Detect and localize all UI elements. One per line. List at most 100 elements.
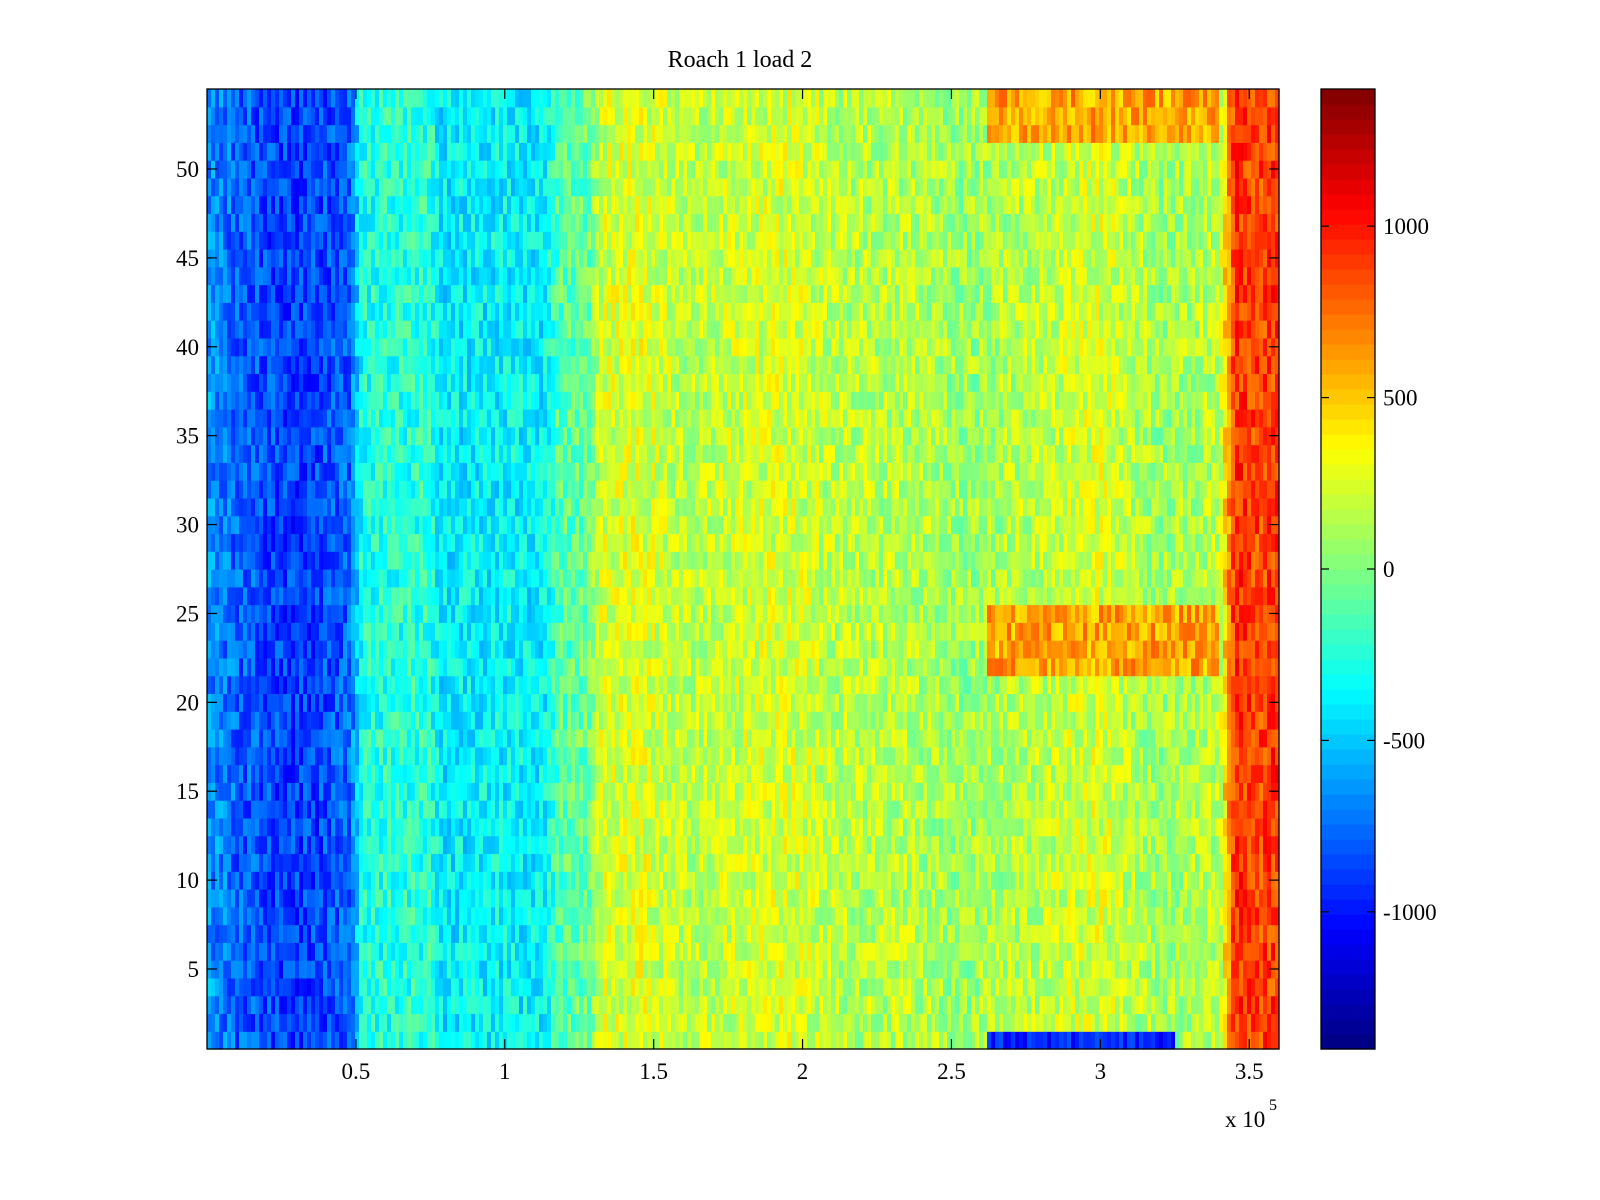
heatmap-cell [251, 249, 256, 268]
heatmap-cell [319, 373, 324, 392]
heatmap-cell [307, 480, 312, 499]
heatmap-cell [359, 106, 364, 126]
heatmap-cell [487, 711, 492, 730]
heatmap-cell [483, 480, 488, 499]
heatmap-cell [563, 177, 568, 197]
heatmap-cell [371, 373, 376, 392]
heatmap-cell [359, 675, 364, 695]
heatmap-cell [227, 160, 232, 179]
heatmap-cell [395, 302, 400, 321]
heatmap-cell [455, 871, 460, 890]
heatmap-cell [515, 835, 520, 855]
heatmap-cell [451, 924, 456, 943]
heatmap-cell [555, 409, 560, 428]
heatmap-cell [559, 622, 564, 641]
heatmap-cell [455, 373, 460, 392]
heatmap-cell [287, 444, 292, 463]
heatmap-cell [359, 711, 364, 730]
heatmap-cell [351, 782, 356, 801]
heatmap-cell [467, 960, 472, 979]
heatmap-cell [419, 337, 424, 357]
heatmap-cell [467, 320, 472, 339]
heatmap-cell [499, 569, 504, 588]
heatmap-cell [515, 142, 520, 161]
heatmap-cell [375, 711, 380, 730]
heatmap-cell [335, 89, 340, 108]
heatmap-cell [407, 622, 412, 641]
heatmap-cell [495, 977, 500, 997]
heatmap-cell [391, 124, 396, 143]
heatmap-cell [319, 729, 324, 748]
heatmap-cell [571, 231, 576, 250]
heatmap-cell [235, 426, 240, 446]
heatmap-cell [423, 977, 428, 997]
heatmap-cell [251, 817, 256, 837]
heatmap-cell [555, 657, 560, 677]
heatmap-cell [275, 89, 280, 108]
heatmap-cell [207, 89, 212, 108]
heatmap-cell [279, 604, 284, 623]
heatmap-cell [367, 622, 372, 641]
heatmap-cell [383, 337, 388, 357]
heatmap-cell [307, 622, 312, 641]
heatmap-cell [299, 355, 304, 375]
heatmap-cell [455, 355, 460, 375]
heatmap-cell [479, 355, 484, 375]
heatmap-cell [275, 604, 280, 623]
heatmap-cell [327, 906, 332, 926]
heatmap-cell [443, 355, 448, 375]
heatmap-cell [311, 355, 316, 375]
heatmap-cell [443, 231, 448, 250]
heatmap-cell [535, 444, 540, 463]
heatmap-cell [255, 1031, 260, 1050]
heatmap-cell [379, 515, 384, 535]
heatmap-cell [423, 177, 428, 197]
heatmap-cell [355, 337, 360, 357]
heatmap-cell [283, 124, 288, 143]
heatmap-cell [499, 337, 504, 357]
heatmap-cell [511, 604, 516, 623]
heatmap-cell [479, 657, 484, 677]
heatmap-cell [367, 284, 372, 303]
heatmap-cell [323, 409, 328, 428]
heatmap-cell [423, 924, 428, 943]
heatmap-cell [515, 995, 520, 1015]
heatmap-cell [483, 995, 488, 1015]
heatmap-cell [515, 391, 520, 410]
heatmap-cell [363, 871, 368, 890]
heatmap-cell [339, 89, 344, 108]
heatmap-cell [499, 711, 504, 730]
heatmap-cell [471, 746, 476, 766]
heatmap-cell [283, 533, 288, 552]
heatmap-cell [575, 889, 580, 908]
heatmap-cell [247, 497, 252, 517]
heatmap-cell [443, 266, 448, 286]
heatmap-cell [271, 924, 276, 943]
heatmap-cell [507, 693, 512, 712]
heatmap-cell [523, 942, 528, 961]
heatmap-cell [451, 320, 456, 339]
heatmap-cell [327, 195, 332, 215]
heatmap-cell [451, 906, 456, 926]
heatmap-cell [487, 800, 492, 819]
heatmap-cell [271, 195, 276, 215]
heatmap-cell [287, 764, 292, 783]
heatmap-cell [375, 302, 380, 321]
heatmap-cell [251, 675, 256, 695]
heatmap-cell [275, 249, 280, 268]
heatmap-cell [299, 320, 304, 339]
heatmap-cell [251, 1013, 256, 1032]
heatmap-cell [351, 569, 356, 588]
heatmap-cell [367, 782, 372, 801]
heatmap-cell [503, 106, 508, 126]
heatmap-cell [571, 693, 576, 712]
heatmap-cell [355, 195, 360, 215]
heatmap-cell [487, 266, 492, 286]
heatmap-cell [299, 337, 304, 357]
heatmap-cell [303, 764, 308, 783]
heatmap-cell [563, 675, 568, 695]
heatmap-cell [247, 906, 252, 926]
heatmap-cell [311, 480, 316, 499]
heatmap-cell [479, 906, 484, 926]
heatmap-cell [527, 195, 532, 215]
